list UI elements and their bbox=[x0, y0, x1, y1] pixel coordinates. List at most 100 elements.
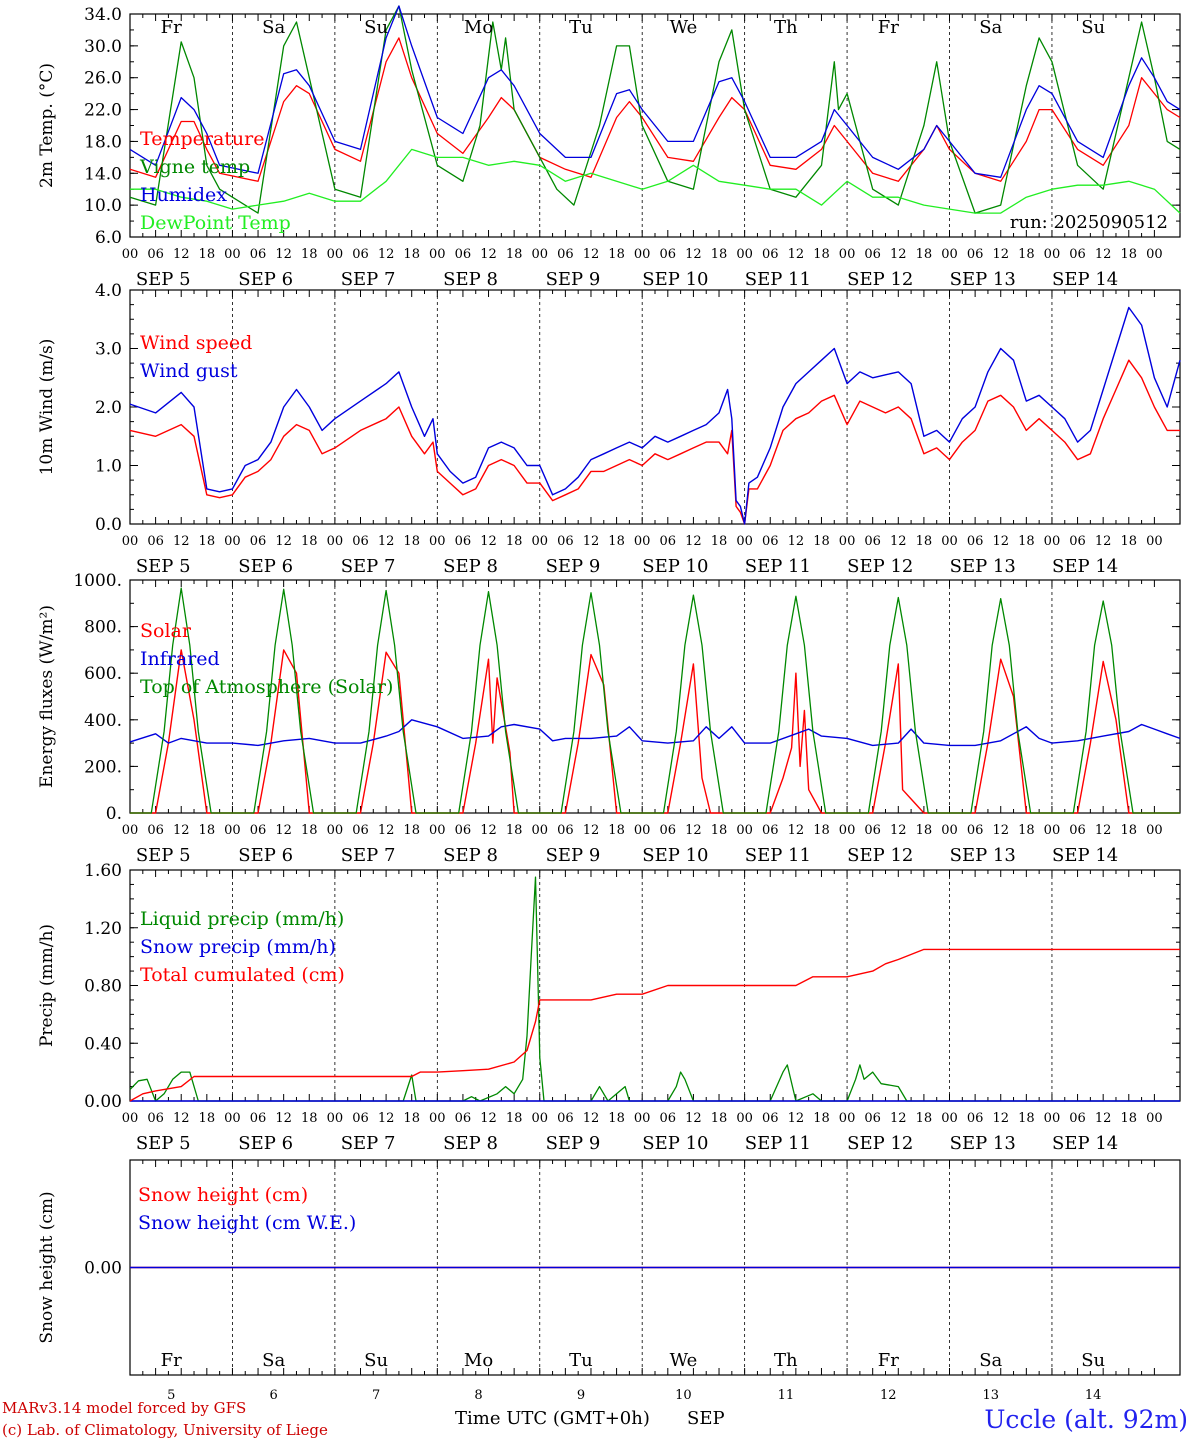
legend-entry: Wind gust bbox=[140, 360, 238, 382]
hour-label: 12 bbox=[583, 1111, 600, 1126]
date-label: SEP 14 bbox=[1052, 556, 1118, 577]
date-label: SEP 14 bbox=[1052, 845, 1118, 866]
hour-label: 00 bbox=[429, 247, 446, 262]
y-tick-label: 200. bbox=[84, 757, 122, 777]
date-label: SEP 9 bbox=[546, 845, 601, 866]
y-tick-label: 2.0 bbox=[95, 398, 122, 418]
hour-label: 18 bbox=[1018, 1111, 1035, 1126]
date-label: SEP 10 bbox=[642, 1133, 708, 1154]
day-number: 14 bbox=[1085, 1388, 1102, 1403]
day-abbr: Sa bbox=[979, 1350, 1002, 1371]
hour-label: 12 bbox=[890, 534, 907, 549]
time-axis-label: Time UTC (GMT+0h) bbox=[455, 1408, 650, 1429]
hour-label: 18 bbox=[916, 247, 933, 262]
hour-label: 00 bbox=[122, 247, 139, 262]
date-label: SEP 12 bbox=[847, 269, 913, 290]
hour-label: 06 bbox=[250, 534, 267, 549]
y-axis-label: 10m Wind (m/s) bbox=[37, 339, 57, 476]
hour-label: 00 bbox=[634, 823, 651, 838]
day-abbr: Su bbox=[1081, 17, 1105, 38]
hour-label: 00 bbox=[941, 247, 958, 262]
hour-label: 06 bbox=[147, 1111, 164, 1126]
date-label: SEP 13 bbox=[950, 1133, 1016, 1154]
hour-label: 00 bbox=[634, 1111, 651, 1126]
y-tick-label: 18.0 bbox=[84, 132, 122, 152]
date-label: SEP 14 bbox=[1052, 269, 1118, 290]
hour-label: 18 bbox=[813, 823, 830, 838]
hour-label: 06 bbox=[250, 823, 267, 838]
hour-label: 00 bbox=[429, 534, 446, 549]
y-tick-label: 0.40 bbox=[84, 1034, 122, 1054]
date-label: SEP 6 bbox=[238, 845, 293, 866]
series-line-lightgreen bbox=[130, 148, 1181, 214]
hour-label: 06 bbox=[557, 823, 574, 838]
hour-label: 12 bbox=[1095, 534, 1112, 549]
hour-label: 12 bbox=[275, 1111, 292, 1126]
day-abbr: Mo bbox=[464, 17, 493, 38]
y-tick-label: 1.60 bbox=[84, 861, 122, 881]
hour-label: 06 bbox=[455, 823, 472, 838]
hour-label: 12 bbox=[890, 247, 907, 262]
date-label: SEP 5 bbox=[136, 845, 191, 866]
hour-label: 00 bbox=[122, 1111, 139, 1126]
hour-label: 12 bbox=[1095, 1111, 1112, 1126]
day-number: 6 bbox=[270, 1388, 278, 1403]
hour-label: 06 bbox=[660, 1111, 677, 1126]
legend-entry: Vigne temp bbox=[139, 156, 250, 178]
hour-label: 18 bbox=[403, 247, 420, 262]
y-axis-label: Precip (mm/h) bbox=[37, 924, 57, 1047]
y-tick-label: 0.00 bbox=[84, 1259, 122, 1279]
hour-label: 00 bbox=[941, 534, 958, 549]
hour-label: 12 bbox=[480, 534, 497, 549]
hour-label: 06 bbox=[762, 534, 779, 549]
hour-label: 06 bbox=[250, 247, 267, 262]
hour-label: 06 bbox=[1069, 247, 1086, 262]
hour-label: 12 bbox=[378, 534, 395, 549]
legend-entry: Temperature bbox=[140, 128, 264, 150]
hour-label: 18 bbox=[506, 1111, 523, 1126]
hour-label: 06 bbox=[557, 247, 574, 262]
hour-label: 06 bbox=[250, 1111, 267, 1126]
hour-label: 18 bbox=[813, 1111, 830, 1126]
hour-label: 12 bbox=[275, 534, 292, 549]
hour-label: 06 bbox=[967, 1111, 984, 1126]
hour-label: 18 bbox=[301, 1111, 318, 1126]
y-tick-label: 0.80 bbox=[84, 977, 122, 997]
hour-label: 00 bbox=[224, 1111, 241, 1126]
series-line-green bbox=[129, 5, 1181, 214]
legend-entry: Snow precip (mm/h) bbox=[140, 936, 336, 958]
y-tick-label: 800. bbox=[84, 618, 122, 638]
day-abbr: Su bbox=[1081, 1350, 1105, 1371]
date-label: SEP 13 bbox=[950, 269, 1016, 290]
hour-label: 06 bbox=[455, 1111, 472, 1126]
y-tick-label: 0.00 bbox=[84, 1092, 122, 1112]
date-label: SEP 7 bbox=[341, 269, 396, 290]
series-line-red bbox=[129, 359, 1180, 525]
date-label: SEP 7 bbox=[341, 556, 396, 577]
hour-label: 18 bbox=[608, 823, 625, 838]
hour-label: 18 bbox=[1121, 247, 1138, 262]
hour-label: 12 bbox=[480, 247, 497, 262]
hour-label: 18 bbox=[711, 534, 728, 549]
hour-label: 06 bbox=[147, 823, 164, 838]
hour-label: 00 bbox=[839, 823, 856, 838]
hour-label: 06 bbox=[147, 247, 164, 262]
day-number: 8 bbox=[474, 1388, 482, 1403]
hour-label: 18 bbox=[1121, 1111, 1138, 1126]
legend-entry: Solar bbox=[140, 620, 192, 642]
hour-label: 06 bbox=[1069, 1111, 1086, 1126]
y-tick-label: 6.0 bbox=[95, 228, 122, 248]
hour-label: 12 bbox=[275, 823, 292, 838]
day-abbr: Th bbox=[774, 17, 798, 38]
month-label: SEP bbox=[687, 1408, 725, 1429]
hour-label: 00 bbox=[1044, 823, 1061, 838]
hour-label: 00 bbox=[1044, 1111, 1061, 1126]
y-tick-label: 26.0 bbox=[84, 69, 122, 89]
run-label: run: 2025090512 bbox=[1010, 212, 1168, 233]
legend-entry: Humidex bbox=[140, 184, 227, 206]
hour-label: 06 bbox=[352, 1111, 369, 1126]
day-number: 10 bbox=[675, 1388, 692, 1403]
hour-label: 18 bbox=[916, 1111, 933, 1126]
hour-label: 12 bbox=[685, 247, 702, 262]
